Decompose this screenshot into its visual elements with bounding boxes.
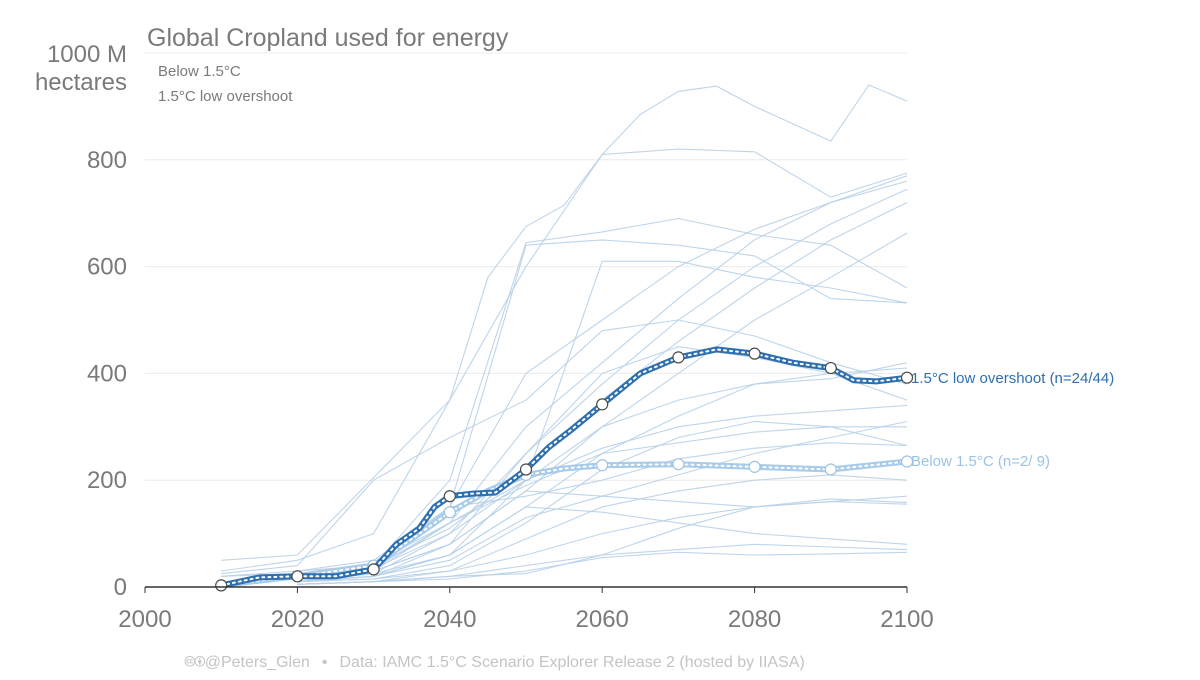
scenario-line — [221, 148, 908, 572]
data-point-below-1-5 — [900, 455, 914, 468]
data-point-low-overshoot — [367, 563, 380, 576]
data-point-low-overshoot — [215, 579, 228, 592]
scenario-line — [221, 84, 908, 561]
scenario-line — [297, 551, 908, 585]
series-end-label-low-overshoot: 1.5°C low overshoot (n=24/44) — [911, 370, 1114, 387]
series-end-label-below-1-5: Below 1.5°C (n=2/ 9) — [911, 453, 1050, 470]
y-axis-label-line2: hectares — [35, 69, 127, 96]
x-tick-label: 2080 — [728, 606, 781, 633]
y-axis-label-line1: 1000 M — [47, 41, 127, 68]
y-tick-label: 800 — [87, 147, 127, 174]
y-tick-label: 200 — [87, 467, 127, 494]
y-tick-label: 400 — [87, 360, 127, 387]
data-point-low-overshoot — [748, 347, 761, 360]
scenario-line — [297, 404, 908, 580]
footer-author: @Peters_Glen — [205, 654, 310, 671]
scenario-line — [297, 474, 908, 583]
scenario-line — [297, 426, 907, 580]
data-point-below-1-5 — [748, 460, 761, 473]
data-point-low-overshoot — [291, 570, 304, 583]
legend-entry-low-overshoot: 1.5°C low overshoot — [158, 88, 293, 105]
data-point-low-overshoot — [443, 490, 456, 503]
scenario-line — [221, 239, 908, 577]
x-tick-label: 2020 — [271, 606, 324, 633]
scenario-line — [221, 319, 908, 575]
scenario-line — [297, 498, 908, 585]
scenario-line — [221, 217, 908, 577]
footer-separator: • — [322, 654, 328, 671]
scenario-line — [297, 188, 908, 577]
data-point-low-overshoot — [519, 463, 533, 476]
scenario-line — [297, 202, 908, 577]
data-point-low-overshoot — [596, 398, 609, 411]
y-tick-label: 600 — [87, 254, 127, 281]
data-point-below-1-5 — [596, 459, 609, 472]
footer-credit: 🅭🅯@Peters_Glen • Data: IAMC 1.5°C Scenario… — [184, 654, 805, 671]
data-point-below-1-5 — [443, 506, 456, 519]
x-tick-label: 2040 — [423, 606, 476, 633]
footer: 🅭🅯@Peters_Glen • Data: IAMC 1.5°C Scenario… — [184, 654, 805, 671]
y-tick-label: 0 — [114, 574, 127, 601]
axis-layer: 0 200 400 600 800 2000 2020 2040 2060 2080 2100 — [87, 147, 934, 633]
data-point-low-overshoot — [672, 351, 685, 364]
scenario-line — [297, 362, 908, 580]
scenario-line — [297, 346, 908, 583]
data-point-low-overshoot — [900, 371, 914, 384]
cc-license-icons: 🅭🅯 — [184, 654, 206, 671]
series-line-low-overshoot-dots — [220, 348, 908, 587]
legend-entry-below-1-5: Below 1.5°C — [158, 63, 241, 80]
x-tick-label: 2000 — [118, 606, 171, 633]
scenario-line — [297, 506, 908, 583]
scenario-line — [297, 490, 908, 583]
data-point-low-overshoot — [824, 361, 837, 375]
chart-title: Global Cropland used for energy — [147, 24, 509, 52]
footer-source: Data: IAMC 1.5°C Scenario Explorer Relea… — [340, 654, 805, 671]
x-tick-label: 2100 — [880, 606, 933, 633]
label-layer: Global Cropland used for energy 1000 M h… — [35, 24, 1114, 470]
data-point-below-1-5 — [672, 458, 685, 471]
scenario-line — [297, 495, 908, 585]
data-point-below-1-5 — [824, 463, 837, 476]
series-layer — [215, 346, 914, 592]
x-tick-label: 2060 — [576, 606, 629, 633]
